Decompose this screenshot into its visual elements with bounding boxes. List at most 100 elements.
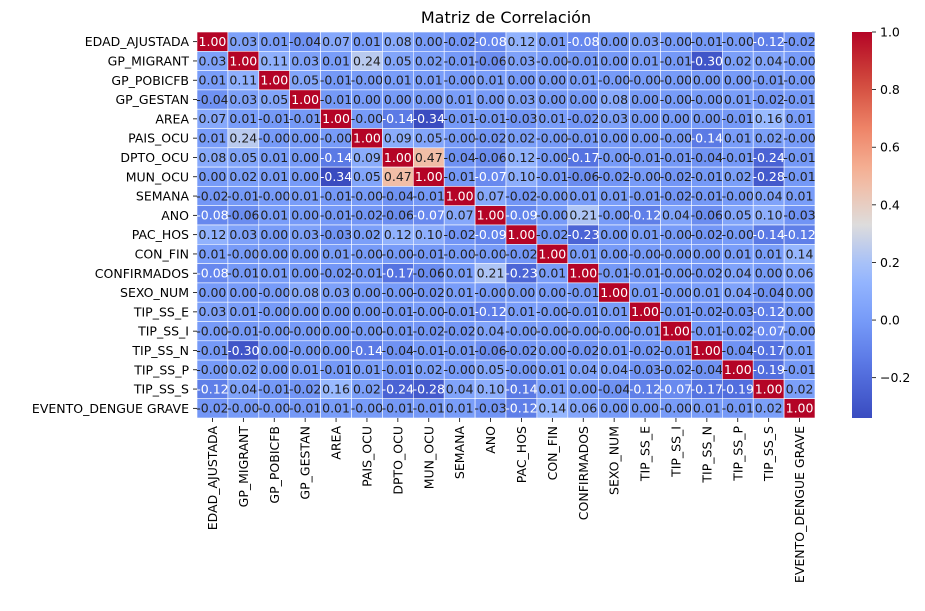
cell-value-label: -0.01 (320, 188, 352, 203)
cell-value-label: -0.01 (382, 401, 414, 416)
cell-value-label: 0.01 (538, 381, 566, 396)
x-tick-label: CONFIRMADOS (576, 426, 591, 520)
cell-value-label: -0.04 (722, 343, 754, 358)
cell-value-label: 0.01 (477, 73, 505, 88)
cell-value-label: -0.03 (722, 304, 754, 319)
cell-value-label: 0.00 (291, 208, 319, 223)
cell-value-label: 0.02 (415, 53, 443, 68)
y-tick-label: SEMANA (136, 189, 190, 204)
cell-value-label: 0.04 (755, 188, 783, 203)
cell-value-label: -0.00 (258, 188, 290, 203)
cell-value-label: -0.00 (598, 150, 630, 165)
cell-value-label: -0.00 (258, 401, 290, 416)
cell-value-label: 0.00 (384, 92, 412, 107)
x-tick-label: SEXO_NUM (607, 426, 622, 495)
cell-value-label: -0.14 (382, 111, 414, 126)
cell-value-label: 0.02 (229, 169, 257, 184)
cell-value-label: 0.01 (600, 188, 628, 203)
cell-value-label: 0.01 (724, 130, 752, 145)
cell-value-label: -0.02 (443, 34, 475, 49)
y-tick-label: PAC_HOS (132, 227, 189, 242)
cell-value-label: -0.06 (567, 169, 599, 184)
colorbar-tick-label: 1.0 (880, 25, 900, 40)
cell-value-label: -0.00 (382, 246, 414, 261)
cell-value-label: -0.01 (722, 150, 754, 165)
cell-value-label: 0.01 (786, 343, 814, 358)
cell-value-label: 0.47 (415, 150, 443, 165)
cell-value-label: -0.00 (227, 246, 259, 261)
cell-value-label: -0.01 (289, 111, 321, 126)
cell-value-label: 1.00 (662, 323, 690, 338)
cell-value-label: 0.05 (229, 150, 257, 165)
cell-value-label: -0.00 (227, 401, 259, 416)
cell-value-label: -0.02 (505, 246, 537, 261)
cell-value-label: 0.00 (322, 343, 350, 358)
cell-value-label: 0.00 (786, 285, 814, 300)
cell-value-label: -0.01 (536, 169, 568, 184)
x-tick-label: TIP_SS_E (638, 426, 653, 482)
cell-value-label: -0.01 (443, 304, 475, 319)
y-tick-label: GP_POBICFB (111, 73, 189, 88)
cell-value-label: -0.01 (660, 150, 692, 165)
y-tick-label: AREA (155, 111, 189, 126)
cell-value-label: -0.01 (351, 266, 383, 281)
cell-value-label: 0.12 (508, 34, 536, 49)
y-tick-label: TIP_SS_N (131, 343, 189, 358)
colorbar: −0.2 0.0 0.2 0.4 0.6 0.8 1.0 (852, 25, 910, 418)
cell-value-label: 0.47 (384, 169, 412, 184)
cell-value-label: 0.12 (384, 227, 412, 242)
cell-value-label: -0.00 (629, 169, 661, 184)
cell-value-label: 0.02 (786, 381, 814, 396)
cell-value-label: -0.12 (752, 34, 784, 49)
cell-value-label: 0.01 (446, 266, 474, 281)
cell-value-label: 0.11 (229, 73, 257, 88)
cell-value-label: -0.12 (474, 304, 506, 319)
cell-value-label: -0.01 (196, 343, 228, 358)
cell-value-label: 0.01 (260, 266, 288, 281)
y-tick-labels: EDAD_AJUSTADA GP_MIGRANT GP_POBICFB GP_GEST… (32, 34, 197, 416)
cell-value-label: -0.00 (258, 323, 290, 338)
cell-value-label: -0.00 (722, 188, 754, 203)
cell-value-label: -0.09 (505, 208, 537, 223)
cell-value-label: -0.01 (691, 34, 723, 49)
cell-value-label: -0.00 (598, 208, 630, 223)
cell-value-label: 0.00 (569, 92, 597, 107)
cell-value-label: -0.00 (351, 246, 383, 261)
colorbar-tick-label: 0.4 (880, 197, 900, 212)
cell-value-label: -0.00 (629, 73, 661, 88)
cell-value-label: -0.19 (752, 362, 784, 377)
cell-value-label: -0.01 (258, 381, 290, 396)
cell-value-label: -0.03 (783, 208, 815, 223)
cell-value-label: 0.05 (384, 53, 412, 68)
cell-value-label: -0.00 (660, 73, 692, 88)
y-tick-label: MUN_OCU (126, 169, 189, 184)
cell-value-label: -0.00 (722, 227, 754, 242)
cell-value-label: 1.00 (724, 362, 752, 377)
cell-value-label: -0.02 (196, 188, 228, 203)
cell-value-label: -0.06 (474, 150, 506, 165)
cell-value-label: -0.02 (629, 343, 661, 358)
cell-value-label: -0.04 (598, 381, 630, 396)
cell-value-label: 0.01 (569, 188, 597, 203)
cell-value-label: -0.01 (382, 304, 414, 319)
cell-value-label: -0.07 (660, 381, 692, 396)
cell-value-label: 0.00 (600, 227, 628, 242)
cell-value-label: -0.00 (289, 343, 321, 358)
cell-value-label: -0.28 (413, 381, 445, 396)
x-tick-label: MUN_OCU (421, 426, 436, 489)
cell-value-label: 0.00 (415, 92, 443, 107)
cell-value-label: -0.00 (598, 323, 630, 338)
cell-value-label: -0.00 (258, 130, 290, 145)
cell-value-label: -0.00 (351, 323, 383, 338)
cell-value-label: -0.03 (505, 111, 537, 126)
cell-value-label: -0.14 (691, 130, 723, 145)
cell-value-label: 0.01 (508, 304, 536, 319)
cell-value-label: 0.24 (229, 130, 257, 145)
cell-value-label: 1.00 (755, 381, 783, 396)
cell-value-label: 0.00 (755, 266, 783, 281)
cell-value-label: -0.02 (536, 227, 568, 242)
y-tick-label: EVENTO_DENGUE GRAVE (32, 401, 189, 416)
cell-value-label: -0.00 (289, 323, 321, 338)
cell-value-label: -0.00 (691, 92, 723, 107)
